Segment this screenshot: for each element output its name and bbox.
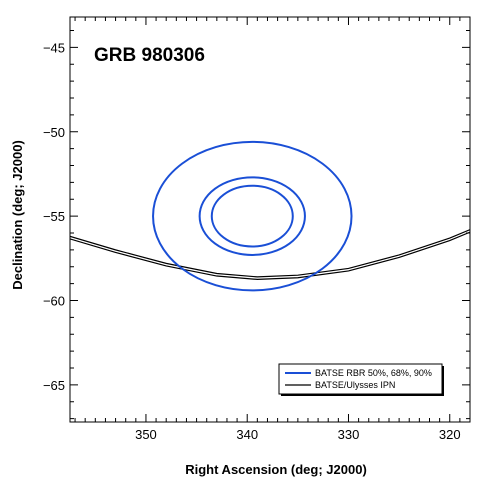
x-tick-label: 340: [236, 427, 258, 442]
batse-50pct-circle: [210, 184, 294, 248]
y-axis-title: Declination (deg; J2000): [10, 140, 25, 290]
chart-title: GRB 980306: [94, 45, 205, 66]
x-axis-title: Right Ascension (deg; J2000): [185, 462, 367, 477]
plot-frame: [69, 16, 471, 423]
legend-label: BATSE/Ulysses IPN: [315, 380, 395, 390]
x-tick-label: 320: [439, 427, 461, 442]
plot-content: [70, 140, 470, 292]
x-tick-label: 330: [338, 427, 360, 442]
batse-68pct-circle: [198, 176, 306, 256]
legend: BATSE RBR 50%, 68%, 90% BATSE/Ulysses IPN: [278, 363, 444, 396]
legend-box: [278, 363, 443, 395]
x-tick-label: 350: [135, 427, 157, 442]
y-tick-label: −50: [43, 125, 65, 140]
axis-ticks: 350 340 330 320 −45 −50 −55 −60 −65: [43, 17, 471, 442]
ipn-annulus-edge: [70, 229, 470, 278]
y-tick-label: −45: [43, 40, 65, 55]
ipn-annulus-edge: [70, 231, 470, 281]
legend-label: BATSE RBR 50%, 68%, 90%: [315, 368, 432, 378]
batse-90pct-circle: [152, 140, 353, 292]
y-tick-label: −55: [43, 209, 65, 224]
y-tick-label: −60: [43, 294, 65, 309]
y-tick-label: −65: [43, 378, 65, 393]
